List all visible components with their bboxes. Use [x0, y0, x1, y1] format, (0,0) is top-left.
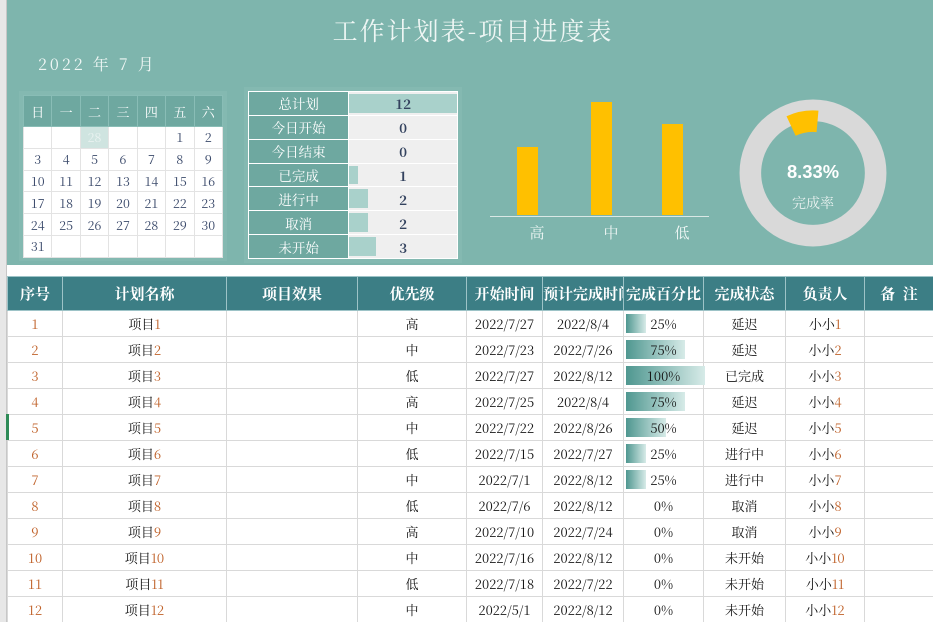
svg-text:完成率: 完成率 [792, 193, 834, 213]
svg-text:8.33%: 8.33% [787, 161, 839, 182]
